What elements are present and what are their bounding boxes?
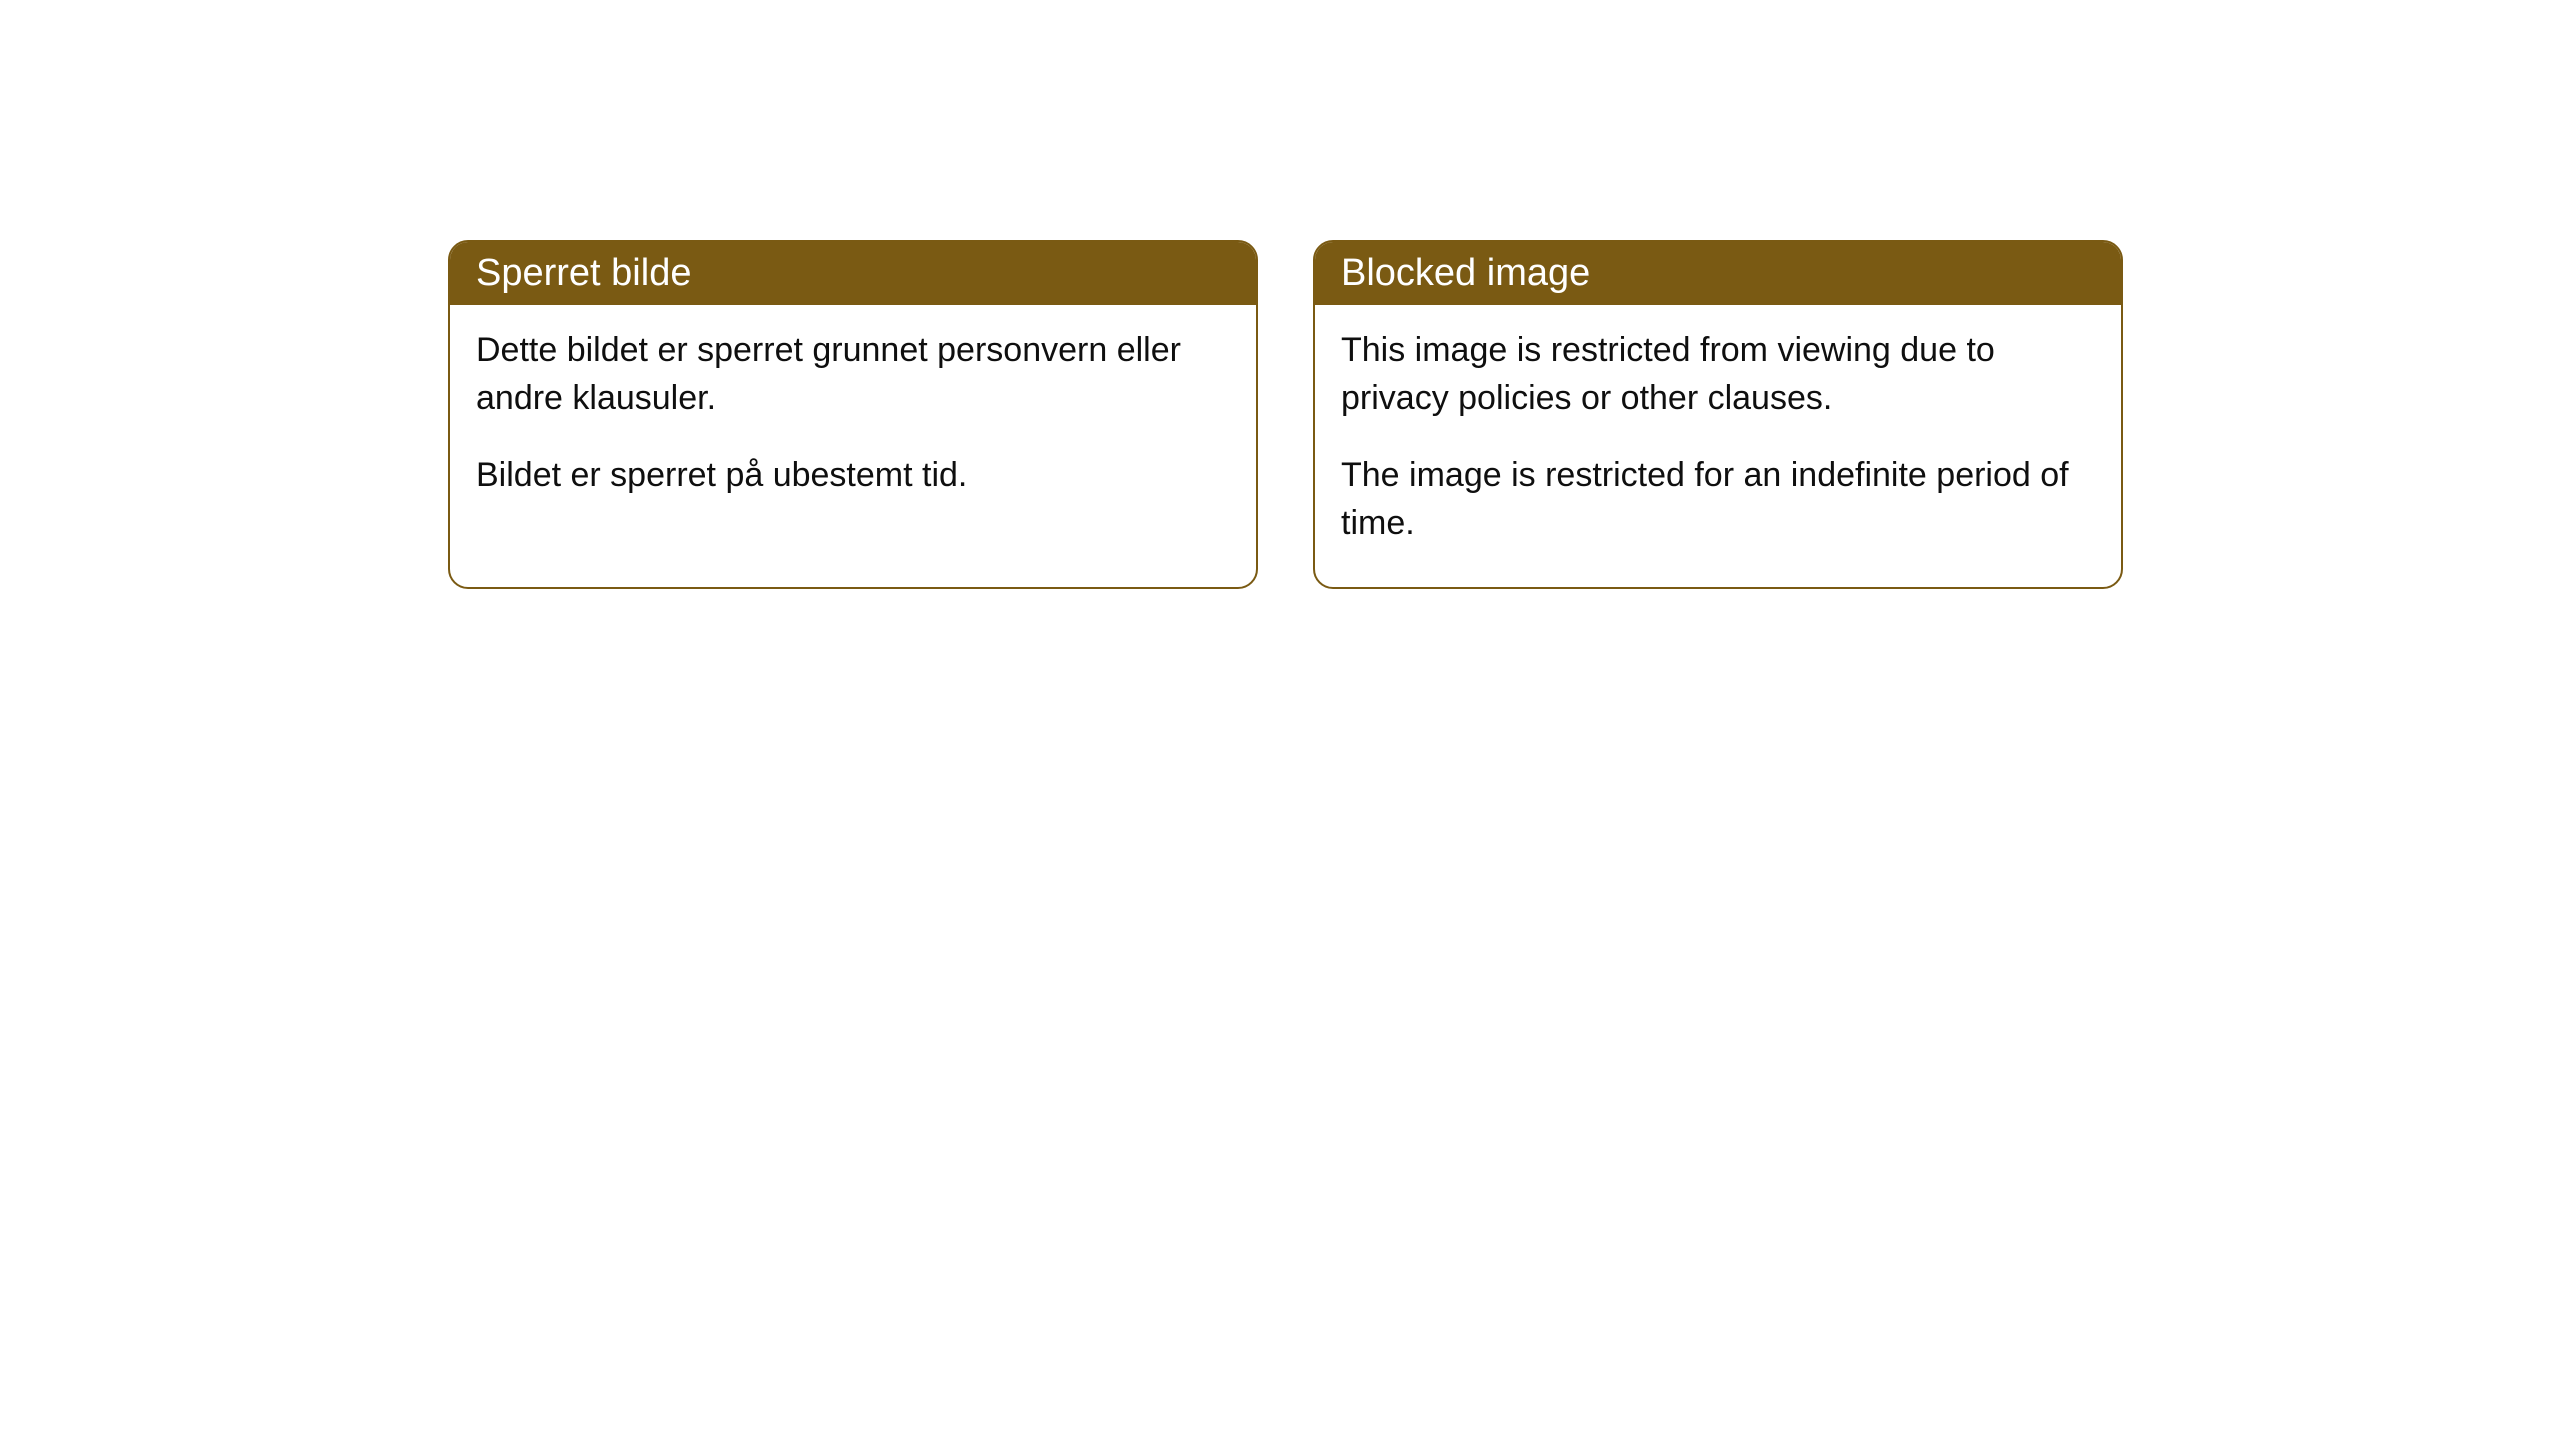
card-body: This image is restricted from viewing du… xyxy=(1315,305,2121,587)
card-text-para2: Bildet er sperret på ubestemt tid. xyxy=(476,452,1230,500)
card-header: Blocked image xyxy=(1315,242,2121,305)
card-title: Blocked image xyxy=(1341,252,1590,294)
card-header: Sperret bilde xyxy=(450,242,1256,305)
card-blocked-image-no: Sperret bilde Dette bildet er sperret gr… xyxy=(448,240,1258,589)
card-container: Sperret bilde Dette bildet er sperret gr… xyxy=(0,0,2560,589)
card-body: Dette bildet er sperret grunnet personve… xyxy=(450,305,1256,540)
card-title: Sperret bilde xyxy=(476,252,691,294)
card-text-para2: The image is restricted for an indefinit… xyxy=(1341,452,2095,547)
card-text-para1: Dette bildet er sperret grunnet personve… xyxy=(476,327,1230,422)
card-blocked-image-en: Blocked image This image is restricted f… xyxy=(1313,240,2123,589)
card-text-para1: This image is restricted from viewing du… xyxy=(1341,327,2095,422)
